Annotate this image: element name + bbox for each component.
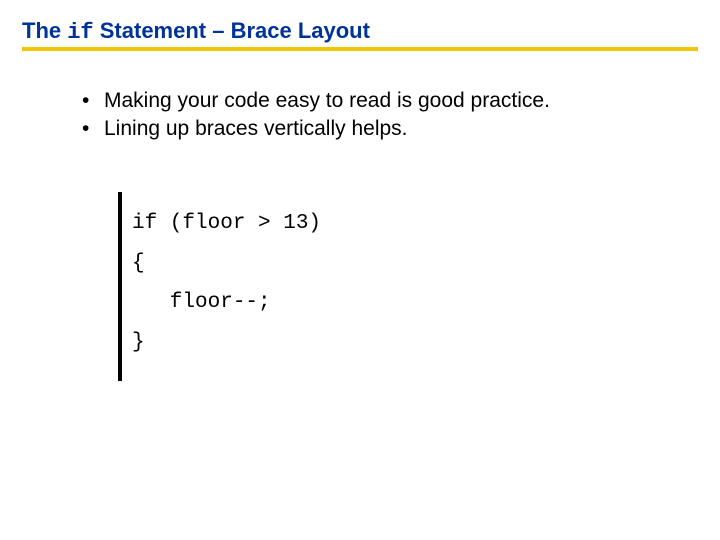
title-prefix: The xyxy=(22,18,67,43)
code-line: { xyxy=(132,252,145,275)
slide-title: The if Statement – Brace Layout xyxy=(22,18,698,45)
code-line: if (floor > 13) xyxy=(132,212,321,235)
title-suffix: Statement – Brace Layout xyxy=(94,18,370,43)
code-line: floor--; xyxy=(132,291,271,314)
code-block: if (floor > 13) { floor--; } xyxy=(118,192,698,382)
bullet-list: Making your code easy to read is good pr… xyxy=(82,87,698,144)
title-wrap: The if Statement – Brace Layout xyxy=(22,18,698,51)
title-rule xyxy=(22,47,698,51)
slide: The if Statement – Brace Layout Making y… xyxy=(0,0,720,540)
title-keyword: if xyxy=(67,20,93,45)
bullet-item: Lining up braces vertically helps. xyxy=(82,115,698,143)
code-line: } xyxy=(132,331,145,354)
bullet-item: Making your code easy to read is good pr… xyxy=(82,87,698,115)
